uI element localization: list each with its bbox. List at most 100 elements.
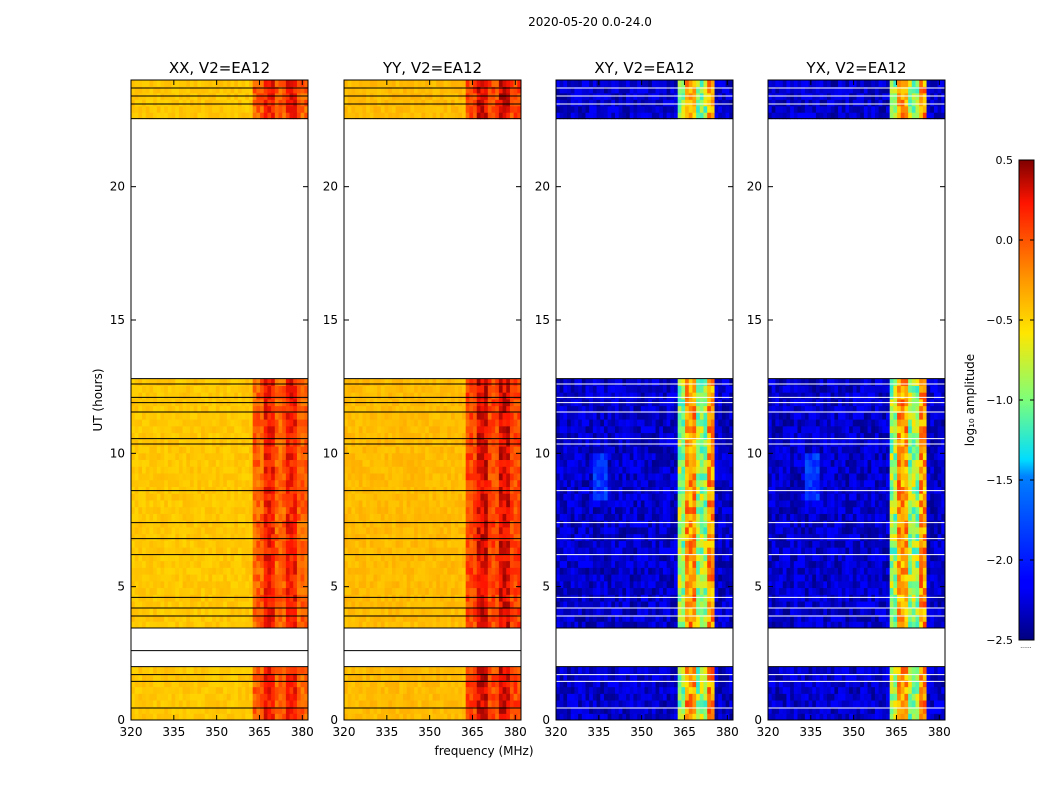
heatmap-cell: [436, 580, 441, 589]
heatmap-cell: [223, 666, 228, 674]
heatmap-cell: [436, 378, 441, 386]
heatmap-cell: [226, 713, 232, 721]
heatmap-cell: [351, 587, 356, 595]
heatmap-cell: [388, 587, 393, 595]
heatmap-cell: [171, 621, 176, 629]
heatmap-cell: [462, 686, 467, 694]
heatmap-cell: [171, 601, 176, 609]
heatmap-cell: [458, 673, 463, 681]
heatmap-cell: [274, 574, 279, 582]
heatmap-cell: [131, 574, 136, 582]
heatmap-cell: [447, 601, 452, 609]
heatmap-cell: [260, 560, 265, 568]
heatmap-cell: [476, 580, 481, 589]
heatmap-cell: [142, 680, 147, 688]
heatmap-cell: [178, 706, 184, 714]
heatmap-cell: [425, 392, 430, 400]
heatmap-cell: [171, 506, 176, 514]
heatmap-cell: [425, 713, 430, 721]
heatmap-cell: [267, 580, 272, 589]
heatmap-cell: [388, 540, 393, 548]
heatmap-cell: [498, 385, 504, 393]
heatmap-cell: [425, 553, 430, 562]
heatmap-cell: [263, 466, 268, 474]
heatmap-cell: [347, 607, 352, 616]
heatmap-cell: [204, 99, 209, 107]
heatmap-cell: [476, 392, 481, 400]
heatmap-cell: [454, 425, 459, 434]
heatmap-cell: [480, 587, 485, 595]
heatmap-cell: [278, 693, 283, 701]
heatmap-cell: [256, 567, 261, 575]
heatmap-cell: [190, 452, 195, 461]
heatmap-cell: [304, 713, 309, 721]
heatmap-cell: [462, 112, 467, 120]
heatmap-cell: [406, 553, 411, 562]
heatmap-cell: [517, 459, 522, 467]
heatmap-cell: [226, 506, 232, 514]
heatmap-cell: [241, 452, 246, 461]
heatmap-cell: [410, 412, 415, 420]
heatmap-cell: [204, 520, 209, 528]
heatmap-cell: [358, 473, 363, 481]
heatmap-cell: [377, 392, 382, 400]
heatmap-cell: [454, 452, 459, 461]
heatmap-cell: [513, 540, 518, 548]
heatmap-cell: [208, 513, 213, 521]
heatmap-cell: [384, 673, 389, 681]
heatmap-cell: [182, 112, 187, 120]
heatmap-cell: [373, 520, 378, 528]
heatmap-cell: [230, 99, 235, 107]
heatmap-cell: [458, 526, 463, 535]
heatmap-cell: [193, 673, 198, 681]
heatmap-cell: [263, 99, 268, 107]
heatmap-cell: [454, 432, 459, 440]
heatmap-cell: [369, 419, 374, 427]
heatmap-cell: [204, 425, 209, 434]
heatmap-cell: [149, 459, 154, 467]
heatmap-cell: [487, 673, 492, 681]
heatmap-cell: [260, 506, 265, 514]
x-tick-label: 350: [418, 725, 441, 739]
heatmap-cell: [425, 686, 430, 694]
heatmap-cell: [436, 419, 441, 427]
heatmap-cell: [234, 607, 239, 616]
heatmap-cell: [134, 459, 139, 467]
heatmap-cell: [249, 713, 254, 721]
heatmap-cell: [182, 378, 187, 386]
heatmap-cell: [160, 385, 165, 393]
heatmap-cell: [403, 673, 408, 681]
heatmap-cell: [204, 80, 209, 87]
heatmap-cell: [344, 567, 349, 575]
heatmap-cell: [164, 506, 169, 514]
heatmap-cell: [403, 560, 408, 568]
heatmap-cell: [178, 405, 184, 413]
heatmap-cell: [406, 425, 411, 434]
heatmap-cell: [458, 459, 463, 467]
heatmap-cell: [245, 673, 250, 681]
heatmap-cell: [513, 432, 518, 440]
heatmap-cell: [517, 601, 522, 609]
heatmap-cell: [487, 432, 492, 440]
heatmap-cell: [439, 466, 445, 474]
heatmap-cell: [473, 466, 478, 474]
heatmap-cell: [190, 594, 195, 602]
heatmap-cell: [465, 673, 470, 681]
heatmap-cell: [513, 513, 518, 521]
heatmap-cell: [513, 614, 518, 622]
heatmap-cell: [267, 392, 272, 400]
heatmap-cell: [450, 112, 456, 120]
heatmap-cell: [160, 452, 165, 461]
heatmap-cell: [344, 473, 349, 481]
heatmap-cell: [252, 425, 257, 434]
heatmap-cell: [156, 499, 161, 508]
heatmap-cell: [421, 533, 426, 541]
heatmap-cell: [358, 574, 363, 582]
heatmap-cell: [395, 680, 400, 688]
heatmap-cell: [465, 594, 470, 602]
heatmap-cell: [355, 567, 360, 575]
heatmap-cell: [260, 614, 265, 622]
heatmap-cell: [134, 499, 139, 508]
heatmap-cell: [252, 666, 257, 674]
heatmap-cell: [388, 614, 393, 622]
